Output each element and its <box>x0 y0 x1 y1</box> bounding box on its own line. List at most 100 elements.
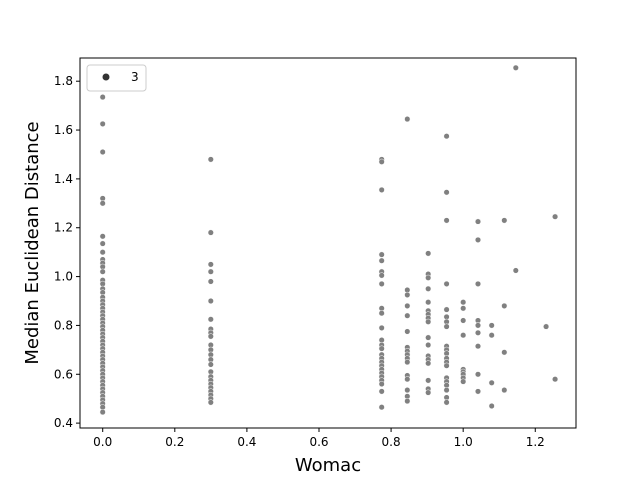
data-point <box>501 387 508 394</box>
data-point <box>404 312 411 319</box>
data-point <box>378 345 385 352</box>
x-tick-label: 0.4 <box>237 435 256 449</box>
data-point <box>443 399 450 406</box>
data-point <box>443 387 450 394</box>
data-point <box>474 343 482 350</box>
data-point <box>460 305 467 312</box>
data-point <box>460 317 467 324</box>
data-point <box>501 349 508 356</box>
data-point <box>425 299 432 306</box>
data-point <box>404 398 411 405</box>
legend-marker <box>102 73 110 81</box>
data-point <box>488 332 495 339</box>
data-point <box>99 120 106 127</box>
y-tick-label: 1.0 <box>54 270 73 284</box>
y-tick-label: 0.6 <box>54 367 73 381</box>
data-point <box>474 218 482 225</box>
data-point <box>207 278 214 285</box>
data-point <box>501 217 508 224</box>
y-tick-label: 0.4 <box>54 416 73 430</box>
data-point <box>207 268 214 275</box>
data-point <box>425 389 432 396</box>
data-point <box>425 250 432 257</box>
data-point <box>207 229 214 236</box>
data-point <box>99 200 106 207</box>
data-point <box>378 251 385 258</box>
data-point <box>404 359 411 366</box>
data-point <box>99 268 106 275</box>
data-point <box>378 404 385 411</box>
data-point <box>207 261 214 268</box>
data-point <box>552 376 559 383</box>
data-point <box>474 236 482 243</box>
data-point <box>99 233 106 240</box>
data-point <box>501 302 508 309</box>
data-point <box>425 274 432 281</box>
data-point <box>404 291 411 298</box>
y-tick-label: 0.8 <box>54 318 73 332</box>
data-point <box>488 402 495 410</box>
data-point <box>207 316 214 323</box>
data-point <box>488 379 495 386</box>
y-tick-label: 1.6 <box>54 123 73 137</box>
data-point <box>425 377 432 384</box>
data-point <box>474 388 482 395</box>
data-point <box>99 94 106 101</box>
x-tick-label: 0.2 <box>165 435 184 449</box>
data-point <box>404 116 411 123</box>
data-point <box>99 148 106 156</box>
y-axis-label: Median Euclidean Distance <box>22 121 43 364</box>
data-point <box>552 213 559 220</box>
data-point <box>425 285 432 292</box>
data-point <box>443 362 450 369</box>
legend: 3 <box>86 64 147 92</box>
x-tick-label: 0.8 <box>382 435 401 449</box>
data-point <box>488 322 495 329</box>
data-point <box>207 399 214 406</box>
data-point <box>443 217 450 224</box>
data-point <box>404 302 411 309</box>
legend-box <box>86 64 147 92</box>
data-point <box>425 334 432 341</box>
y-tick-label: 1.4 <box>54 172 73 186</box>
data-point <box>425 318 432 325</box>
y-tick-label: 1.2 <box>54 221 73 235</box>
points-layer <box>99 64 559 416</box>
data-point <box>207 297 214 305</box>
data-point <box>378 310 385 317</box>
data-point <box>99 249 106 256</box>
data-point <box>543 323 550 330</box>
data-point <box>404 328 411 335</box>
data-point <box>443 133 450 140</box>
data-point <box>378 324 385 331</box>
data-point <box>378 380 385 388</box>
x-axis-label: Womac <box>295 455 361 476</box>
data-point <box>443 189 450 196</box>
plot-frame <box>79 57 577 429</box>
x-tick-label: 0.6 <box>309 435 328 449</box>
data-point <box>378 388 385 395</box>
data-point <box>460 332 467 339</box>
data-point <box>207 361 214 368</box>
data-point <box>443 306 450 313</box>
data-point <box>378 158 385 165</box>
data-point <box>99 409 106 416</box>
x-tick-label: 0.0 <box>93 435 112 449</box>
x-axis: 0.0 0.2 0.4 0.6 0.8 1.0 1.2 <box>93 428 545 449</box>
data-point <box>425 341 432 349</box>
data-point <box>207 156 214 163</box>
data-point <box>474 322 482 329</box>
data-point <box>460 299 467 306</box>
data-point <box>460 378 467 385</box>
data-point <box>425 360 432 367</box>
data-point <box>378 272 385 279</box>
data-point <box>512 267 519 274</box>
data-point <box>474 329 482 336</box>
data-point <box>474 280 482 287</box>
data-point <box>207 333 214 340</box>
x-tick-label: 1.0 <box>454 435 473 449</box>
x-tick-label: 1.2 <box>526 435 545 449</box>
data-point <box>378 186 385 193</box>
data-point <box>404 387 411 394</box>
